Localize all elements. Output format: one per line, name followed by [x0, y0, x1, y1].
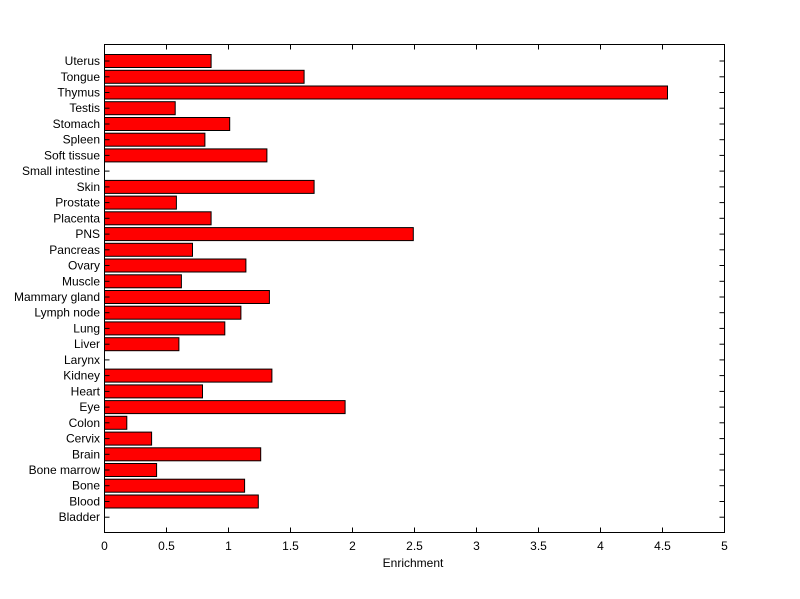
bar-mammary-gland: [104, 290, 270, 304]
bar-bone-marrow: [104, 463, 158, 477]
category-label-mammary-gland: Mammary gland: [14, 290, 100, 304]
category-label-larynx: Larynx: [64, 353, 100, 367]
bar-lymph-node: [104, 305, 242, 320]
bar-pns: [104, 227, 414, 242]
category-label-soft-tissue: Soft tissue: [44, 148, 100, 162]
bar-cervix: [104, 431, 153, 446]
bar-lung: [104, 321, 226, 336]
category-label-bladder: Bladder: [59, 510, 100, 524]
x-tick-label: 4.5: [654, 539, 671, 553]
category-label-tongue: Tongue: [61, 70, 101, 84]
bar-heart: [104, 384, 203, 399]
category-label-uterus: Uterus: [65, 54, 100, 68]
category-label-blood: Blood: [69, 495, 100, 509]
bar-kidney: [104, 368, 273, 383]
x-tick-label: 3: [473, 539, 480, 553]
category-label-testis: Testis: [69, 101, 100, 115]
category-label-muscle: Muscle: [62, 274, 100, 288]
bar-blood: [104, 494, 259, 509]
x-tick-label: 2.5: [406, 539, 423, 553]
bar-testis: [104, 101, 176, 116]
category-label-stomach: Stomach: [53, 117, 100, 131]
category-label-placenta: Placenta: [53, 211, 100, 225]
category-label-pancreas: Pancreas: [49, 243, 100, 257]
category-label-lymph-node: Lymph node: [34, 306, 100, 320]
x-tick-label: 1: [225, 539, 232, 553]
category-label-liver: Liver: [74, 337, 100, 351]
bar-tongue: [104, 69, 305, 84]
category-label-ovary: Ovary: [68, 259, 100, 273]
x-tick-label: 2: [349, 539, 356, 553]
category-label-eye: Eye: [79, 400, 100, 414]
bar-brain: [104, 447, 262, 462]
category-label-kidney: Kidney: [63, 369, 100, 383]
category-label-spleen: Spleen: [63, 133, 100, 147]
category-label-brain: Brain: [72, 447, 100, 461]
bar-liver: [104, 337, 180, 352]
category-label-thymus: Thymus: [57, 86, 100, 100]
x-tick-label: 3.5: [530, 539, 547, 553]
category-label-heart: Heart: [71, 384, 101, 398]
category-label-lung: Lung: [73, 321, 100, 335]
bar-placenta: [104, 211, 212, 226]
bar-ovary: [104, 258, 247, 273]
bar-muscle: [104, 274, 182, 289]
category-label-bone: Bone: [72, 479, 100, 493]
bar-thymus: [104, 85, 668, 100]
x-tick-label: 4: [597, 539, 604, 553]
bar-spleen: [104, 132, 206, 147]
x-tick-label: 0.5: [158, 539, 175, 553]
category-label-cervix: Cervix: [66, 432, 100, 446]
x-tick-label: 1.5: [282, 539, 299, 553]
bar-prostate: [104, 195, 177, 210]
bar-bone: [104, 478, 246, 493]
x-tick-labels: 0 0.5 1 1.5 2 2.5 3 3.5 4 4.5 5: [101, 539, 728, 553]
x-tick-label: 0: [101, 539, 108, 553]
bar-pancreas: [104, 242, 193, 257]
x-axis-title: Enrichment: [383, 556, 444, 570]
category-label-skin: Skin: [77, 180, 100, 194]
category-label-bone-marrow: Bone marrow: [29, 463, 101, 477]
bar-eye: [104, 400, 346, 415]
category-label-prostate: Prostate: [55, 196, 100, 210]
x-tick-label: 5: [721, 539, 728, 553]
bar-uterus: [104, 54, 212, 68]
bar-skin: [104, 179, 315, 194]
category-label-colon: Colon: [69, 416, 100, 430]
bar-soft-tissue: [104, 148, 268, 163]
bar-stomach: [104, 117, 231, 131]
ticks-group: [104, 44, 725, 533]
category-label-small-intestine: Small intestine: [22, 164, 100, 178]
bars-group: [104, 54, 668, 509]
category-label-pns: PNS: [75, 227, 100, 241]
